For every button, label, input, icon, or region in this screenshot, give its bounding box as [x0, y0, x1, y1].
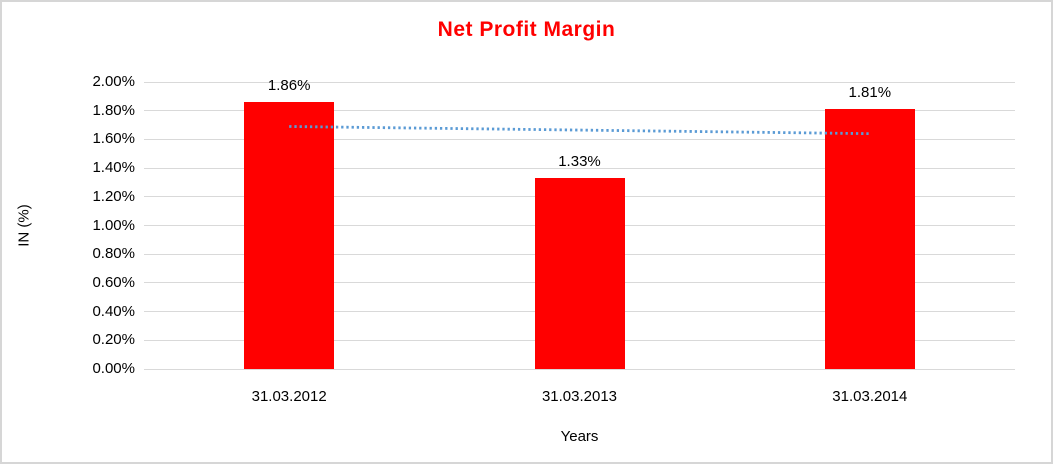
chart-title: Net Profit Margin — [437, 18, 616, 41]
gridline — [144, 81, 1015, 83]
y-tick-label: 1.20% — [92, 187, 135, 205]
y-tick-label: 1.60% — [92, 130, 135, 148]
bar-data-label: 1.33% — [558, 153, 601, 171]
bar — [244, 102, 335, 369]
y-tick-label: 0.20% — [92, 331, 135, 349]
y-tick-label: 2.00% — [92, 73, 135, 90]
gridline — [144, 138, 1015, 140]
y-tick-label: 0.80% — [92, 245, 135, 263]
bar — [534, 178, 625, 369]
y-tick-label: 1.00% — [92, 216, 135, 234]
gridline — [144, 110, 1015, 112]
bar-data-label: 1.81% — [848, 84, 892, 102]
y-tick-label: 0.60% — [92, 273, 135, 291]
y-tick-label: 1.80% — [92, 101, 135, 119]
gridline — [144, 167, 1015, 169]
x-axis-title: Years — [560, 428, 599, 445]
bar — [824, 109, 915, 369]
bar-data-label: 1.86% — [267, 77, 311, 95]
y-tick-label: 1.40% — [92, 159, 135, 177]
x-tick-label: 31.03.2012 — [251, 388, 327, 405]
y-tick-label: 0.00% — [92, 360, 135, 377]
x-tick-label: 31.03.2013 — [541, 388, 618, 405]
x-tick-label: 31.03.2014 — [832, 388, 908, 405]
y-tick-label: 0.40% — [92, 302, 135, 320]
gridline — [144, 368, 1015, 370]
